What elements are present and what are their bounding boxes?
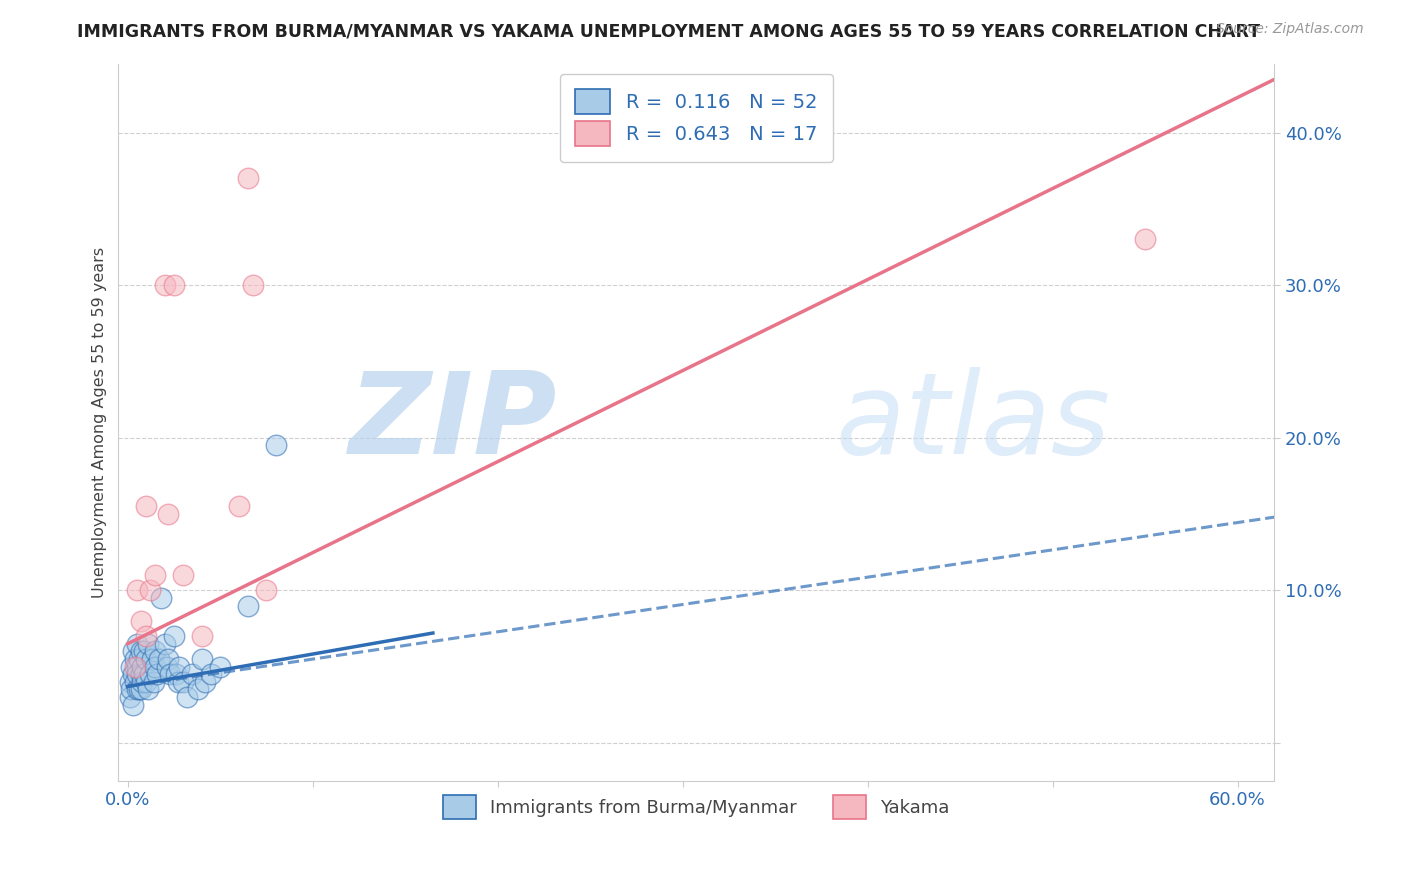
Point [157,507,180,521]
Point [129,614,152,628]
Point [118,690,141,705]
Text: ZIP: ZIP [349,367,558,478]
Point [129,644,152,658]
Point [131,674,153,689]
Point [124,674,146,689]
Point [149,591,172,605]
Point [181,667,204,681]
Point [125,667,148,681]
Point [190,629,212,643]
Point [129,667,152,681]
Point [264,438,287,452]
Point [135,500,157,514]
Point [172,674,194,689]
Point [118,674,141,689]
Point [134,667,156,681]
Point [166,674,188,689]
Point [145,568,167,582]
Text: IMMIGRANTS FROM BURMA/MYANMAR VS YAKAMA UNEMPLOYMENT AMONG AGES 55 TO 59 YEARS C: IMMIGRANTS FROM BURMA/MYANMAR VS YAKAMA … [77,22,1260,40]
Point [209,659,232,673]
Point [125,659,148,673]
Point [136,682,159,697]
Point [163,278,186,293]
Point [163,629,186,643]
Point [236,599,259,613]
Point [131,659,153,673]
Point [120,659,142,673]
Point [146,667,169,681]
Point [165,667,187,681]
Point [148,652,170,666]
Point [134,644,156,658]
Point [129,682,152,697]
Point [128,652,150,666]
Point [122,667,145,681]
Point [125,583,148,598]
Point [157,652,180,666]
Point [254,583,277,598]
Point [228,500,250,514]
Point [135,674,157,689]
Point [153,278,176,293]
Y-axis label: Unemployment Among Ages 55 to 59 years: Unemployment Among Ages 55 to 59 years [93,247,107,599]
Point [155,659,177,673]
Point [176,690,198,705]
Point [145,659,167,673]
Point [145,644,167,658]
Point [236,171,259,186]
Point [190,652,212,666]
Point [125,637,148,651]
Point [194,674,217,689]
Point [139,583,162,598]
Point [122,644,145,658]
Point [122,698,145,712]
Point [1133,232,1156,246]
Point [141,652,163,666]
Point [139,667,162,681]
Point [124,652,146,666]
Point [125,682,148,697]
Point [124,659,146,673]
Point [242,278,264,293]
Text: Source: ZipAtlas.com: Source: ZipAtlas.com [1216,22,1364,37]
Legend: Immigrants from Burma/Myanmar, Yakama: Immigrants from Burma/Myanmar, Yakama [436,789,956,826]
Point [159,667,181,681]
Point [120,682,142,697]
Point [200,667,222,681]
Point [187,682,209,697]
Point [135,652,157,666]
Point [128,682,150,697]
Point [136,637,159,651]
Point [169,659,191,673]
Text: atlas: atlas [835,367,1111,478]
Point [142,674,165,689]
Point [153,637,176,651]
Point [135,629,157,643]
Point [172,568,194,582]
